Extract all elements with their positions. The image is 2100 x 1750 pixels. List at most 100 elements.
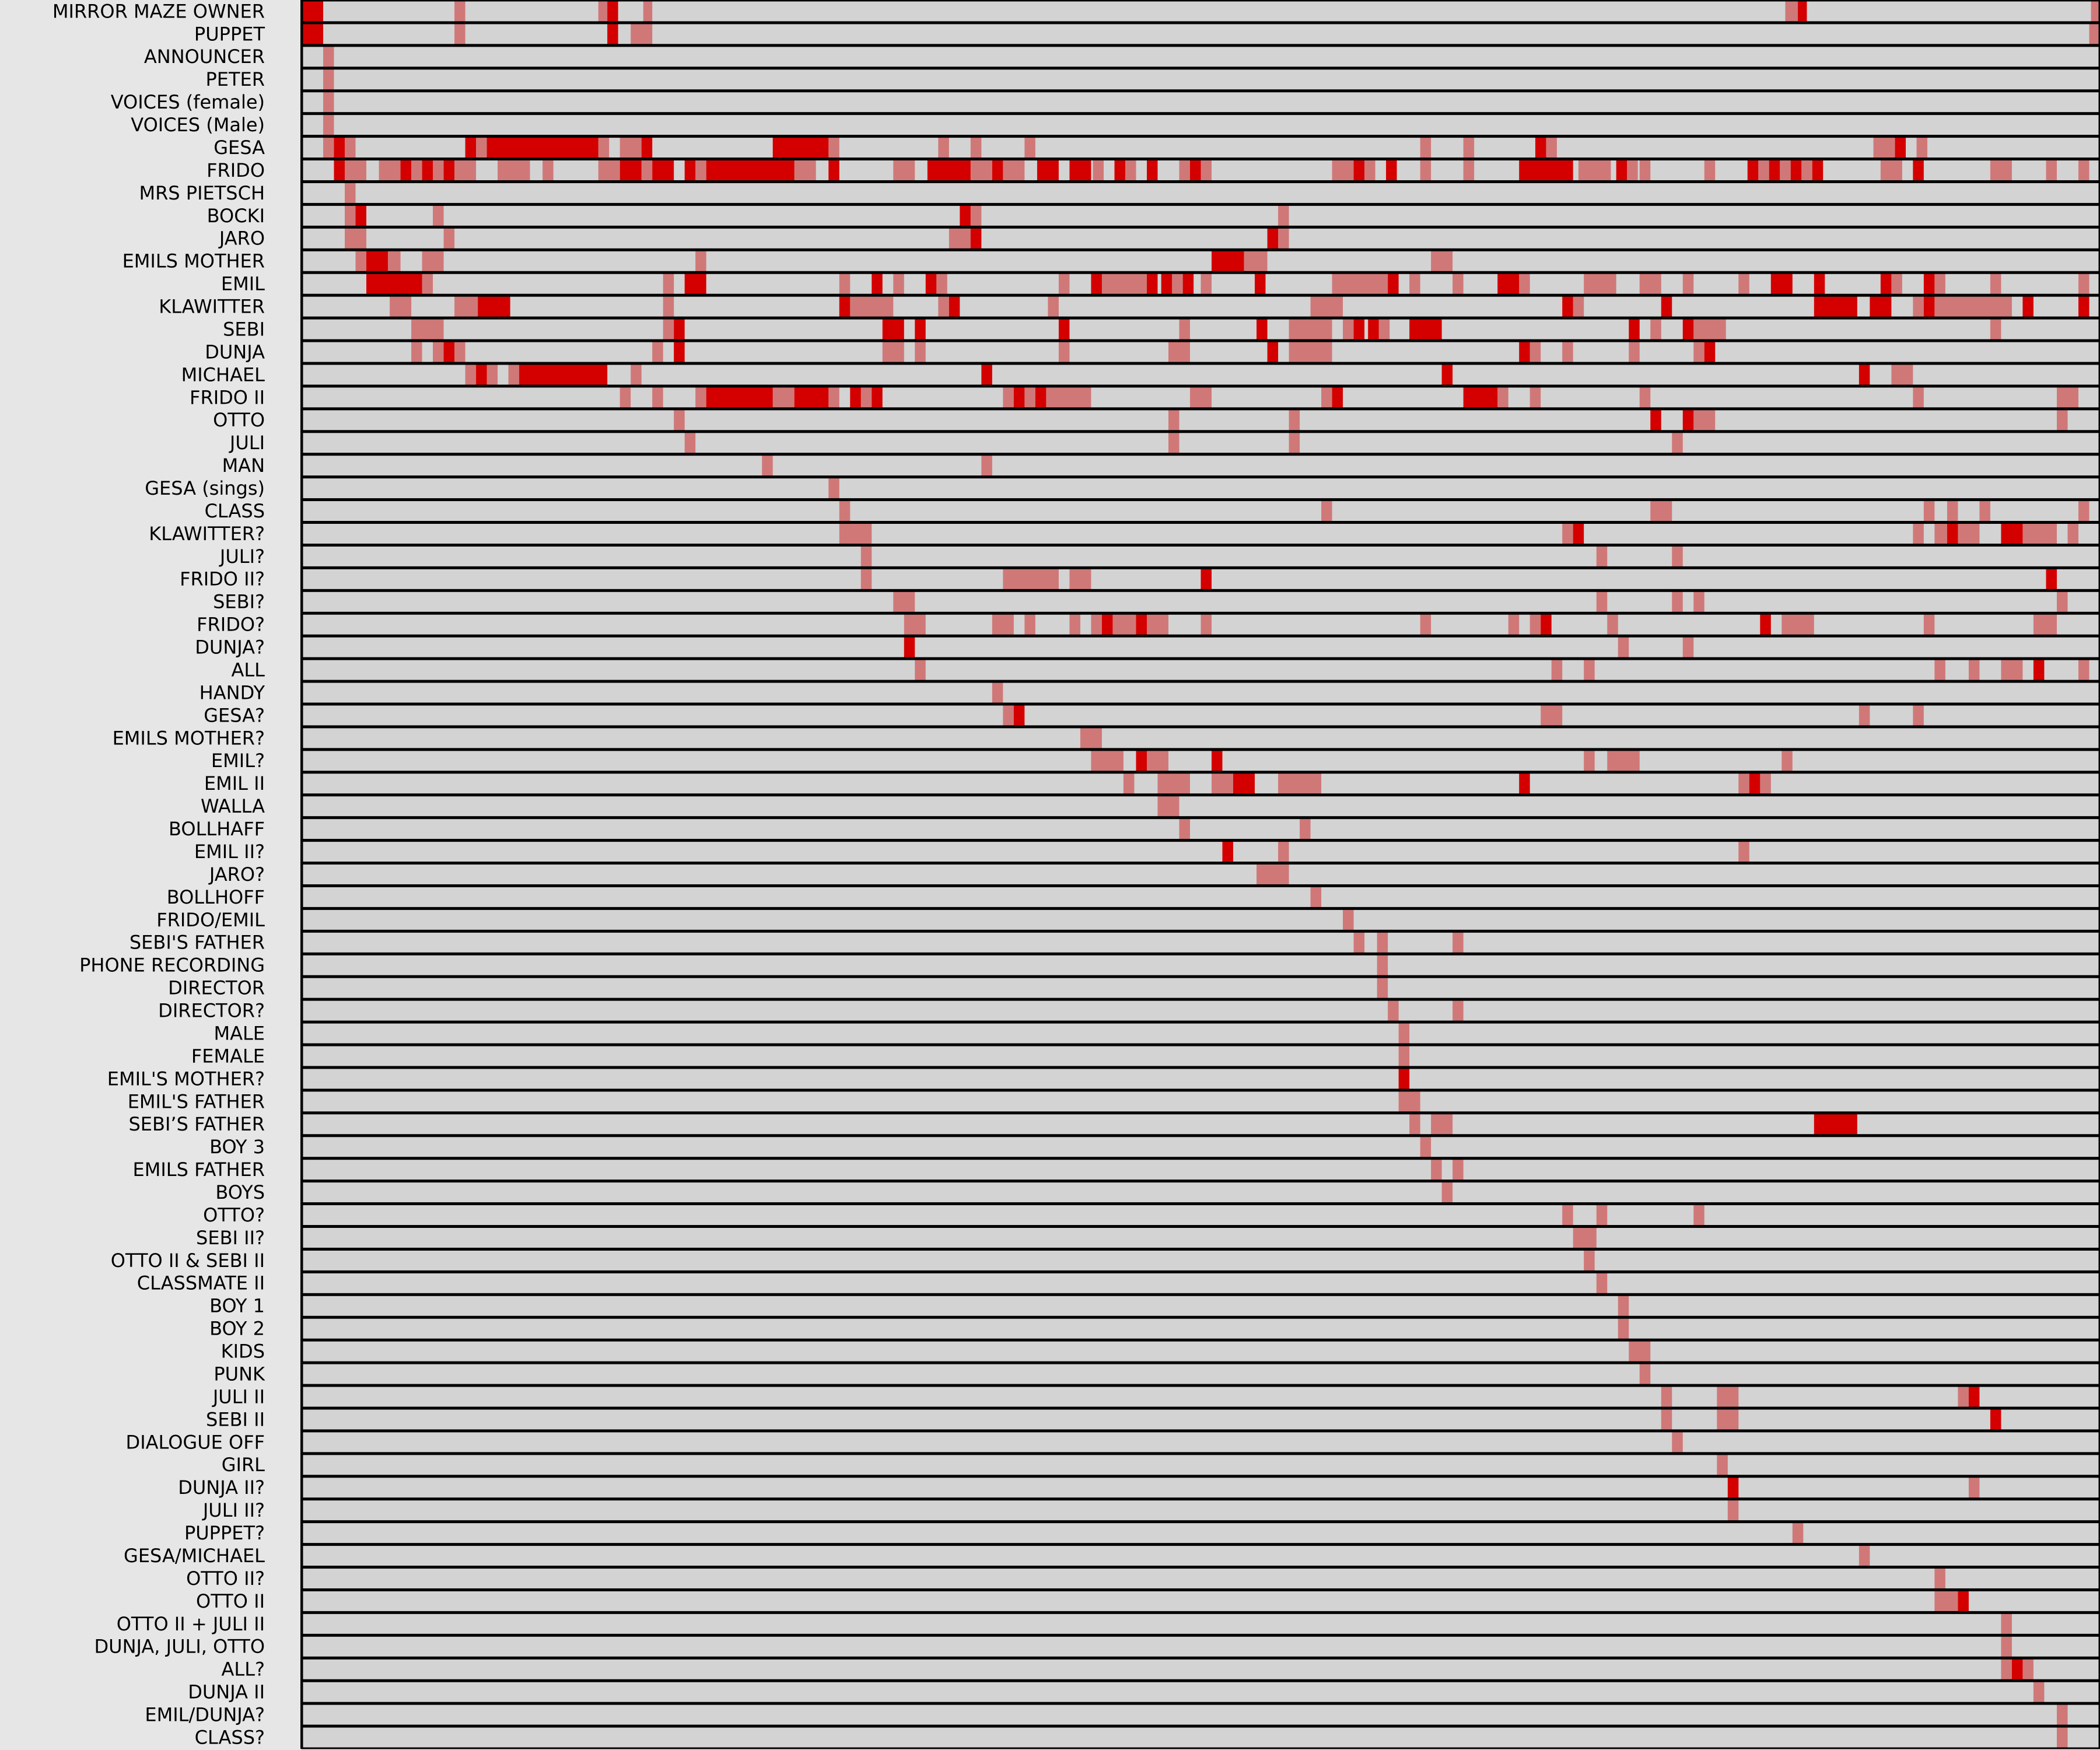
row-track — [302, 1340, 2100, 1363]
strong-segment — [620, 159, 642, 182]
weak-segment — [695, 386, 706, 409]
strong-segment — [1388, 272, 1399, 296]
weak-segment — [1639, 159, 1651, 182]
strong-segment — [925, 272, 937, 296]
row-label: CLASS — [205, 500, 265, 522]
row-label: SEBI’S FATHER — [128, 1113, 265, 1135]
weak-segment — [1398, 1090, 1420, 1113]
strong-segment — [1353, 318, 1365, 341]
strong-segment — [1629, 318, 1640, 341]
weak-segment — [1584, 1249, 1595, 1272]
strong-segment — [1749, 772, 1760, 795]
weak-segment — [2046, 159, 2057, 182]
weak-segment — [1958, 522, 1980, 545]
weak-segment — [1891, 272, 1902, 296]
weak-segment — [1278, 204, 1289, 228]
row-label: KIDS — [221, 1340, 265, 1363]
strong-segment — [949, 295, 960, 318]
strong-segment — [2033, 659, 2045, 682]
weak-segment — [476, 136, 487, 159]
weak-segment — [1727, 1499, 1739, 1522]
row-track — [302, 1635, 2100, 1658]
row-label: WALLA — [201, 795, 265, 817]
weak-segment — [1353, 931, 1365, 954]
weak-segment — [1048, 295, 1059, 318]
row-label: EMILS FATHER — [132, 1158, 265, 1181]
strong-segment — [1211, 250, 1244, 273]
weak-segment — [1003, 386, 1014, 409]
weak-segment — [1125, 159, 1136, 182]
weak-segment — [1958, 1385, 1969, 1408]
strong-segment — [366, 272, 422, 296]
row-57 — [301, 1294, 2100, 1318]
strong-segment — [992, 159, 1003, 182]
strong-segment — [772, 136, 829, 159]
weak-segment — [1693, 408, 1716, 432]
row-38 — [301, 863, 2100, 886]
weak-segment — [1024, 136, 1035, 159]
weak-segment — [1639, 386, 1651, 409]
weak-segment — [1420, 1135, 1432, 1158]
strong-segment — [1895, 136, 1906, 159]
strong-segment — [674, 318, 685, 341]
strong-segment — [1161, 272, 1172, 296]
weak-segment — [411, 341, 422, 363]
row-label: GIRL — [222, 1454, 265, 1476]
weak-segment — [674, 408, 685, 432]
row-label: FEMALE — [191, 1045, 265, 1067]
strong-segment — [1147, 159, 1158, 182]
weak-segment — [1934, 1590, 1958, 1613]
row-label: ALL? — [221, 1658, 265, 1681]
weak-segment — [992, 681, 1003, 704]
row-label: JULI II? — [202, 1499, 265, 1521]
row-label: OTTO? — [203, 1204, 265, 1226]
strong-segment — [1136, 613, 1147, 636]
weak-segment — [1607, 613, 1618, 636]
weak-segment — [663, 272, 674, 296]
weak-segment — [1508, 613, 1520, 636]
row-53 — [301, 1203, 2100, 1227]
weak-segment — [1913, 704, 1924, 727]
weak-segment — [1913, 295, 1924, 318]
row-label: FRIDO — [206, 159, 265, 181]
row-label: SEBI II? — [196, 1227, 265, 1249]
weak-segment — [620, 136, 642, 159]
weak-segment — [2057, 1726, 2068, 1749]
strong-segment — [1968, 1385, 1980, 1408]
weak-segment — [1168, 431, 1180, 454]
strong-segment — [1182, 272, 1194, 296]
weak-segment — [1069, 568, 1091, 591]
row-46 — [301, 1044, 2100, 1068]
weak-segment — [1562, 341, 1573, 363]
weak-segment — [1596, 545, 1608, 568]
strong-segment — [1013, 386, 1025, 409]
strong-segment — [1682, 318, 1694, 341]
weak-segment — [1782, 613, 1814, 636]
row-25 — [301, 567, 2100, 591]
strong-segment — [1727, 1476, 1739, 1499]
weak-segment — [1069, 613, 1080, 636]
weak-segment — [323, 90, 334, 114]
strong-segment — [1519, 772, 1530, 795]
strong-segment — [1947, 522, 1958, 545]
weak-segment — [1123, 772, 1135, 795]
weak-segment — [1452, 999, 1464, 1023]
row-48 — [301, 1090, 2100, 1114]
weak-segment — [1172, 272, 1183, 296]
row-label: KLAWITTER — [159, 296, 265, 318]
weak-segment — [1785, 0, 1798, 23]
row-71 — [301, 1612, 2100, 1636]
row-74 — [301, 1680, 2100, 1704]
strong-segment — [2001, 522, 2023, 545]
weak-segment — [2057, 1703, 2068, 1727]
weak-segment — [1377, 931, 1388, 954]
weak-segment — [1596, 1272, 1608, 1295]
weak-segment — [598, 159, 620, 182]
row-label: PUPPET — [194, 23, 265, 45]
row-track — [302, 499, 2100, 523]
weak-segment — [1190, 386, 1212, 409]
weak-segment — [411, 318, 444, 341]
weak-segment — [1618, 1294, 1629, 1318]
row-track — [302, 1203, 2100, 1227]
row-label: JULI? — [219, 545, 265, 568]
